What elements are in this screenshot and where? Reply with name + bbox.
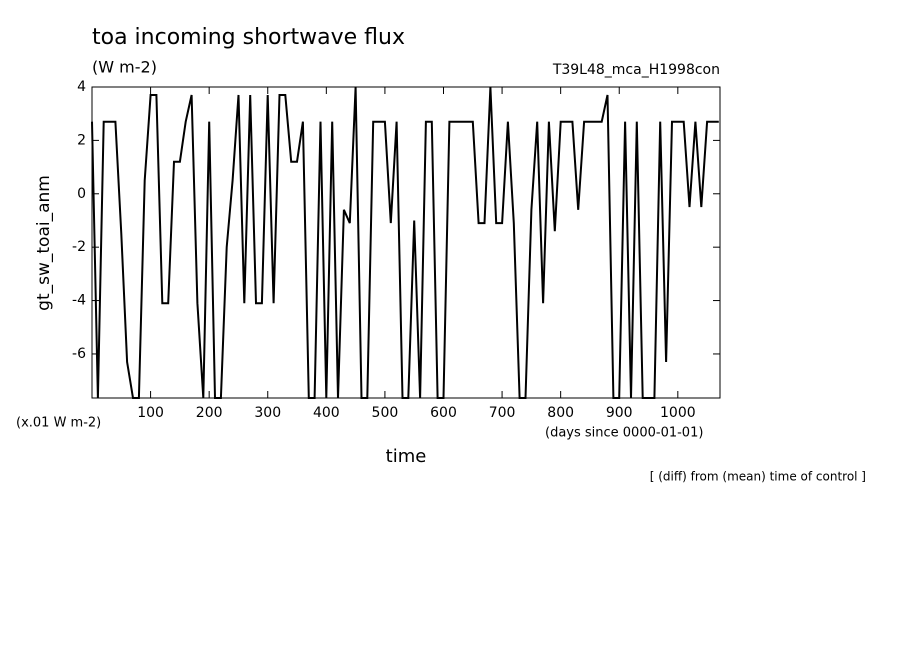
chart-title: toa incoming shortwave flux xyxy=(92,25,405,50)
y-tick-label: -4 xyxy=(72,293,86,309)
y-axis-label: gt_sw_toai_anm xyxy=(34,175,54,311)
x-tick-label: 200 xyxy=(196,405,223,421)
x-tick-label: 700 xyxy=(489,405,516,421)
units: (W m-2) xyxy=(92,58,157,77)
y-tick-label: -6 xyxy=(72,346,86,362)
x-units: (days since 0000-01-01) xyxy=(545,426,703,441)
x-tick-label: 100 xyxy=(137,405,164,421)
x-tick-label: 500 xyxy=(372,405,399,421)
y-tick-label: -2 xyxy=(72,239,86,255)
x-tick-label: 800 xyxy=(547,405,574,421)
x-tick-label: 900 xyxy=(606,405,633,421)
x-tick-label: 400 xyxy=(313,405,340,421)
run-label: T39L48_mca_H1998con xyxy=(552,62,720,78)
x-tick-label: 1000 xyxy=(660,405,696,421)
y-tick-label: 4 xyxy=(77,79,86,95)
y-tick-label: 0 xyxy=(77,186,86,202)
x-axis-label: time xyxy=(386,446,427,467)
x-tick-label: 300 xyxy=(254,405,281,421)
y-tick-label: 2 xyxy=(77,132,86,148)
y-scale-note: (x.01 W m-2) xyxy=(16,416,101,431)
footnote: [ (diff) from (mean) time of control ] xyxy=(650,470,866,484)
x-tick-label: 600 xyxy=(430,405,457,421)
data-line xyxy=(91,86,719,399)
